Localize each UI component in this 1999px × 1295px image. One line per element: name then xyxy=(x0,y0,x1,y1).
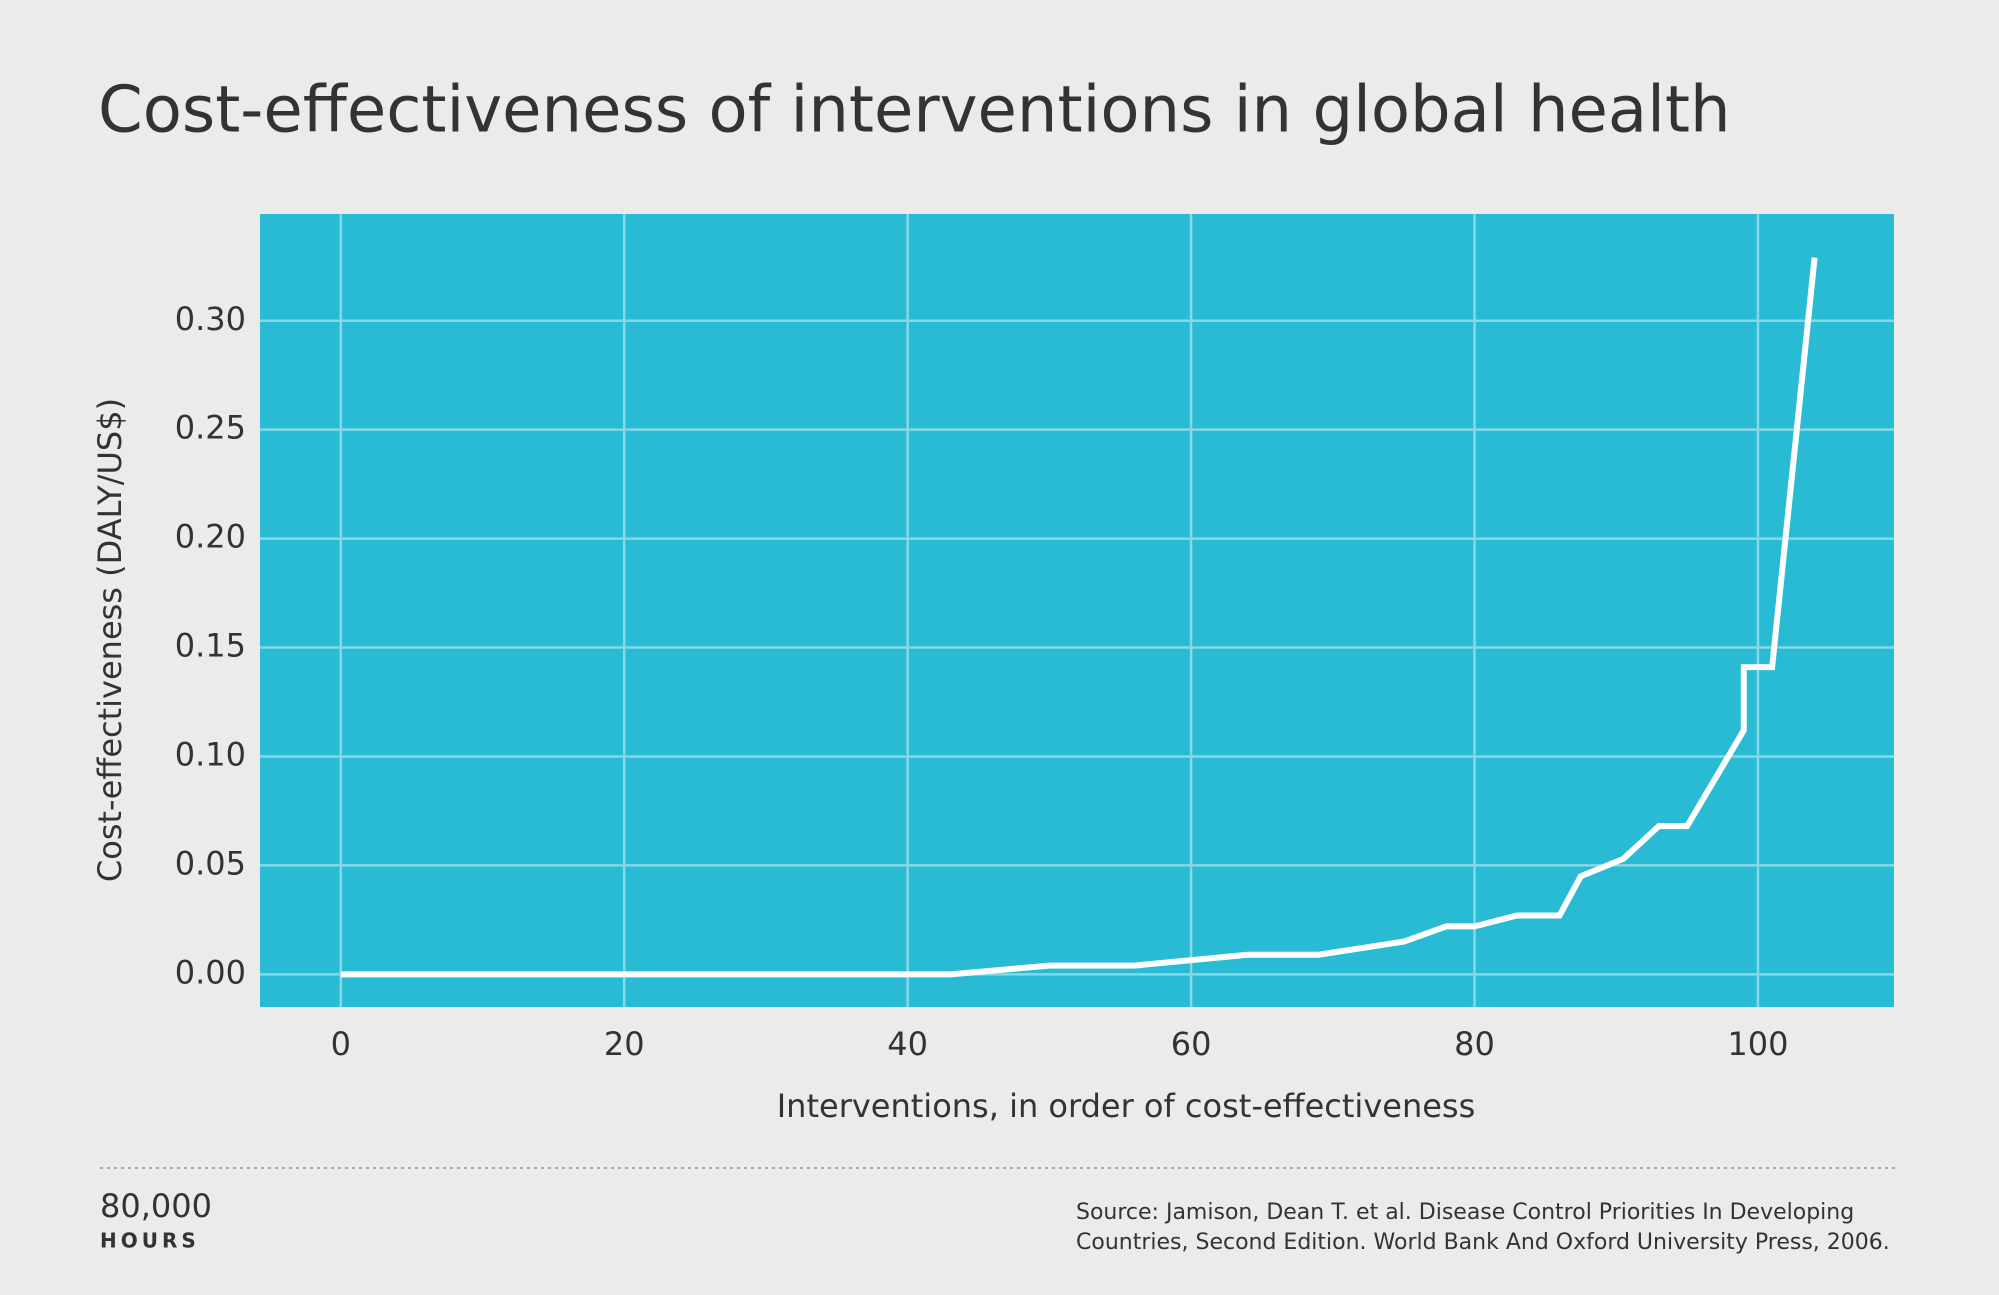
y-tick-label: 0.10 xyxy=(175,735,246,773)
x-tick-label: 0 xyxy=(331,1025,351,1063)
logo-number: 80,000 xyxy=(100,1187,212,1225)
source-line: Countries, Second Edition. World Bank An… xyxy=(1076,1230,1890,1255)
x-tick-label: 40 xyxy=(887,1025,928,1063)
y-tick-label: 0.15 xyxy=(175,627,246,665)
logo-word: HOURS xyxy=(100,1229,200,1253)
x-tick-label: 100 xyxy=(1727,1025,1788,1063)
x-axis-label: Interventions, in order of cost-effectiv… xyxy=(777,1087,1476,1125)
x-tick-label: 80 xyxy=(1454,1025,1495,1063)
chart-title: Cost-effectiveness of interventions in g… xyxy=(98,74,1731,148)
x-tick-label: 60 xyxy=(1171,1025,1212,1063)
y-tick-label: 0.30 xyxy=(175,300,246,338)
y-tick-label: 0.20 xyxy=(175,518,246,556)
y-axis-label: Cost-effectiveness (DALY/US$) xyxy=(91,398,129,882)
y-tick-label: 0.05 xyxy=(175,844,246,882)
plot-area xyxy=(260,214,1894,1007)
x-tick-label: 20 xyxy=(604,1025,645,1063)
y-tick-label: 0.25 xyxy=(175,409,246,447)
y-tick-label: 0.00 xyxy=(175,953,246,991)
source-line: Source: Jamison, Dean T. et al. Disease … xyxy=(1076,1200,1854,1225)
line xyxy=(340,257,1818,978)
